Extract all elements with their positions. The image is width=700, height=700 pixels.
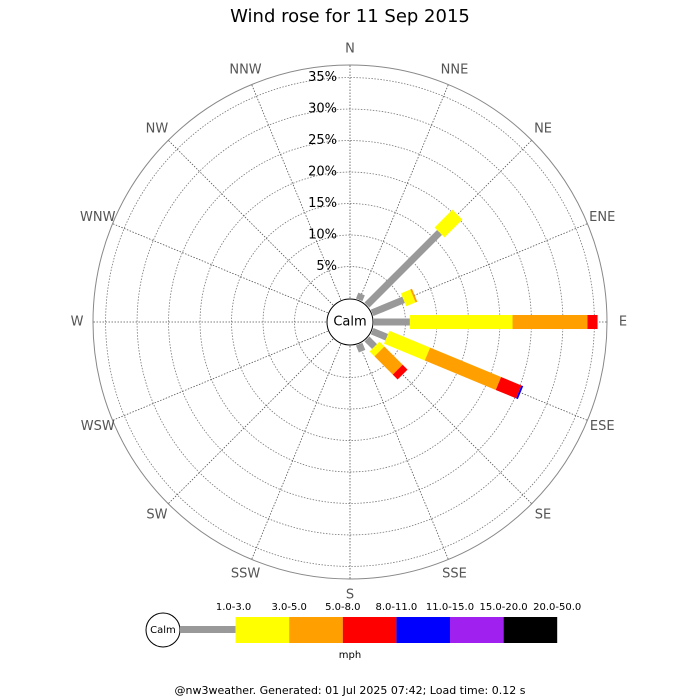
legend-swatch <box>342 617 397 643</box>
wind-bar <box>384 330 431 361</box>
outer-ring <box>92 64 608 580</box>
legend-label: 20.0-50.0 <box>533 602 581 613</box>
wind-bar <box>370 327 389 341</box>
radial-tick-label: 15% <box>308 196 337 211</box>
direction-label: WNW <box>80 210 116 225</box>
chart-title: Wind rose for 11 Sep 2015 <box>230 6 470 27</box>
direction-label: S <box>346 588 354 603</box>
calm-circle <box>326 298 374 346</box>
wind-bar <box>400 289 416 307</box>
bars <box>355 209 598 400</box>
direction-label: WSW <box>81 419 115 434</box>
direction-label: NE <box>534 121 552 136</box>
wind-bar <box>355 292 365 302</box>
legend-label: 8.0-11.0 <box>376 602 418 613</box>
wind-bar <box>364 336 378 350</box>
legend-swatch <box>180 626 236 633</box>
legend-swatch <box>289 617 343 643</box>
legend-unit: mph <box>339 650 361 661</box>
radial-tick-label: 5% <box>316 259 337 274</box>
direction-label: SSE <box>442 567 467 582</box>
calm-label: Calm <box>333 315 366 330</box>
legend: Calm mph 1.0-3.0 3.0-5.0 5.0-8.0 8.0-11.0 11… <box>145 602 581 661</box>
radial-tick-label: 30% <box>308 102 337 117</box>
legend-swatch <box>396 617 450 643</box>
wind-bar <box>355 342 366 353</box>
legend-calm-label: Calm <box>150 625 176 636</box>
legend-swatch <box>503 617 558 643</box>
wind-bar <box>495 377 522 399</box>
radial-tick-label: 10% <box>308 228 337 243</box>
wind-bar <box>392 364 408 380</box>
legend-label: 11.0-15.0 <box>426 602 474 613</box>
wind-bar <box>369 341 385 357</box>
direction-label: NNE <box>441 62 469 77</box>
legend-swatch <box>235 617 290 643</box>
direction-label: SW <box>146 508 167 523</box>
direction-label: SSW <box>231 567 261 582</box>
wind-bar <box>410 288 418 303</box>
legend-label: 15.0-20.0 <box>480 602 528 613</box>
wind-bar <box>374 346 403 375</box>
direction-label: SE <box>535 508 551 523</box>
direction-label: NNW <box>229 62 261 77</box>
wind-bar <box>364 229 443 308</box>
grid: N NNE NE ENE E ESE SE SSE S SSW SW WSW W WNW NW NNW 5% 10… <box>71 42 628 603</box>
direction-label: W <box>71 315 84 330</box>
legend-swatch <box>450 617 504 643</box>
footer: @nw3weather. Generated: 01 Jul 2025 07:4… <box>175 684 526 697</box>
radial-tick-label: 35% <box>308 70 337 85</box>
legend-label: 5.0-8.0 <box>325 602 360 613</box>
wind-bar <box>516 385 524 400</box>
direction-label: E <box>619 315 627 330</box>
wind-bar <box>434 209 463 238</box>
direction-label: NW <box>146 121 169 136</box>
legend-label: 3.0-5.0 <box>271 602 306 613</box>
direction-label: ENE <box>589 210 615 225</box>
direction-label: ESE <box>590 419 615 434</box>
radial-tick-label: 20% <box>308 165 337 180</box>
radial-tick-label: 25% <box>308 133 337 148</box>
legend-label: 1.0-3.0 <box>216 602 251 613</box>
wind-bar <box>370 296 405 317</box>
wind-bar <box>424 347 502 390</box>
direction-label: N <box>345 42 355 57</box>
